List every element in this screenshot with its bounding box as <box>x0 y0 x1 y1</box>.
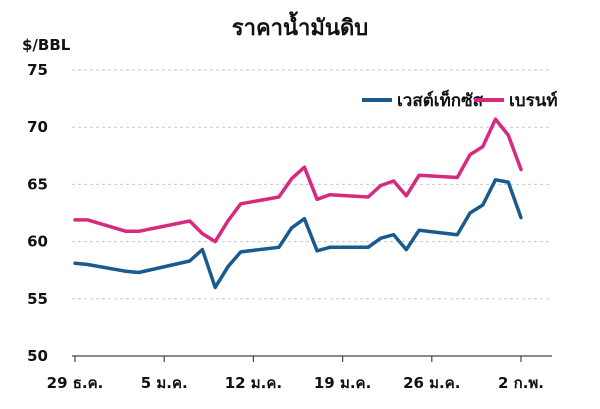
series-line-0 <box>73 178 523 290</box>
series-line-1 <box>73 117 523 244</box>
y-tick-label-55: 55 <box>27 290 48 308</box>
chart-title: ราคาน้ำมันดิบ <box>231 16 369 41</box>
y-tick-label-75: 75 <box>27 61 48 79</box>
y-tick-label-70: 70 <box>27 118 48 136</box>
legend-label-1: เบรนท์ <box>509 90 558 111</box>
y-tick-label-50: 50 <box>27 347 48 365</box>
axes: 50 55 60 65 70 75 29 ธ.ค. 5 ม.ค. 12 ม.ค. 19 ม.ค. 2… <box>27 61 552 392</box>
x-tick-label-2: 12 ม.ค. <box>225 374 282 392</box>
x-tick-label-5: 2 ก.พ. <box>498 374 544 392</box>
x-tick-label-1: 5 ม.ค. <box>141 374 188 392</box>
x-tick-label-0: 29 ธ.ค. <box>47 374 104 392</box>
legend: เวสต์เท็กซัส เบรนท์ <box>362 88 558 111</box>
x-tick-label-4: 26 ม.ค. <box>403 374 460 392</box>
y-tick-label-65: 65 <box>27 175 48 193</box>
series-lines <box>73 117 523 290</box>
y-tick-label-60: 60 <box>27 233 48 251</box>
y-axis-unit-label: $/BBL <box>22 36 71 54</box>
legend-label-0: เวสต์เท็กซัส <box>397 88 484 111</box>
x-tick-label-3: 19 ม.ค. <box>314 374 371 392</box>
